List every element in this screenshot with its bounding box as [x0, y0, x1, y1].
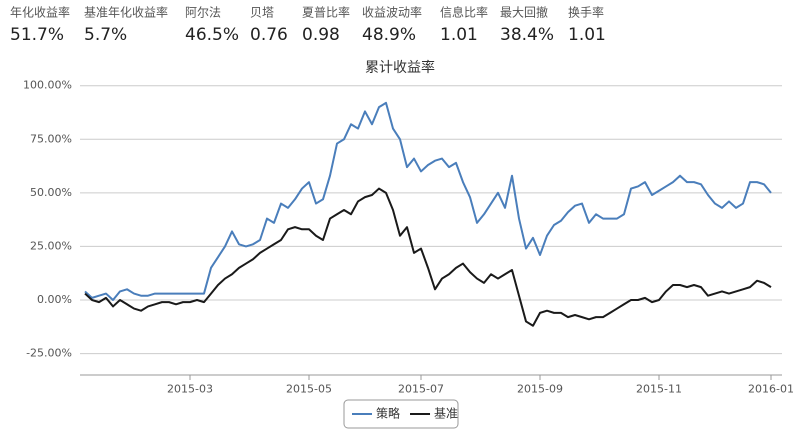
stat-value: 48.9%	[362, 25, 416, 45]
stat-label: 收益波动率	[362, 5, 422, 20]
stat-label: 阿尔法	[185, 5, 221, 20]
stat-label: 基准年化收益率	[84, 5, 168, 20]
stat-value: 1.01	[568, 25, 606, 45]
stat-label: 年化收益率	[10, 5, 70, 20]
chart-title: 累计收益率	[365, 59, 435, 76]
legend-box	[343, 399, 459, 429]
y-tick-label: 0.00%	[37, 293, 72, 306]
x-tick-label: 2015-03	[167, 383, 213, 396]
legend-label: 策略	[376, 406, 400, 421]
stat-value: 0.76	[250, 25, 288, 45]
x-tick-label: 2016-01	[748, 383, 794, 396]
stat-label: 夏普比率	[302, 5, 350, 20]
stat-label: 信息比率	[440, 5, 488, 20]
stat-value: 51.7%	[10, 25, 64, 45]
x-tick-label: 2015-05	[286, 383, 332, 396]
stat-value: 46.5%	[185, 25, 239, 45]
legend-label: 基准	[434, 407, 458, 421]
y-tick-label: 75.00%	[30, 132, 72, 145]
y-tick-label: 25.00%	[30, 239, 72, 252]
series-line	[84, 101, 772, 301]
stat-value: 1.01	[440, 25, 478, 45]
y-tick-label: 100.00%	[23, 79, 72, 92]
x-tick-label: 2015-07	[398, 383, 444, 396]
stat-value: 38.4%	[500, 25, 554, 45]
stat-label: 最大回撤	[500, 5, 548, 20]
y-tick-label: 50.00%	[30, 186, 72, 199]
x-tick-label: 2015-09	[517, 383, 563, 396]
stat-label: 换手率	[568, 5, 604, 20]
stat-label: 贝塔	[250, 6, 274, 20]
series-line	[84, 187, 772, 327]
y-tick-label: -25.00%	[26, 347, 72, 360]
x-tick-label: 2015-11	[636, 383, 682, 396]
stat-value: 0.98	[302, 25, 340, 45]
stat-value: 5.7%	[84, 25, 127, 45]
